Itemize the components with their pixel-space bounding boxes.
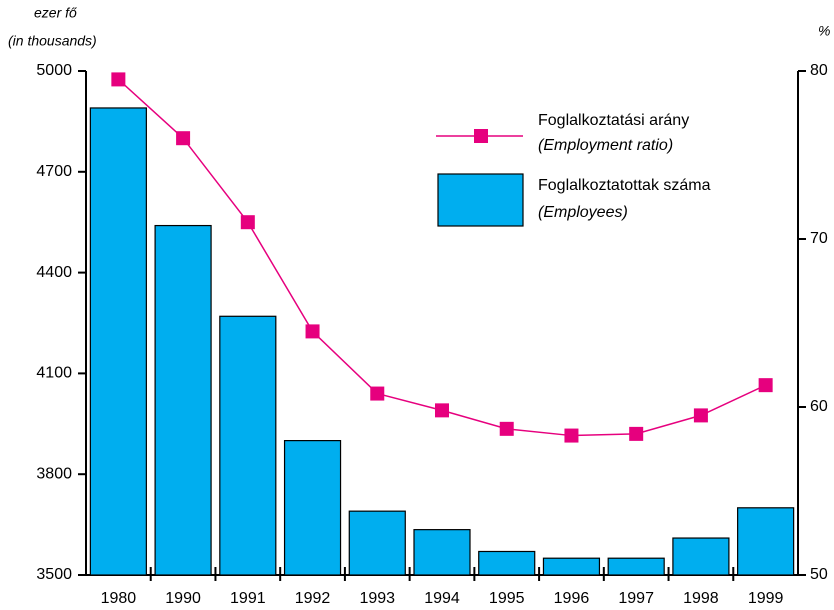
- x-tick-label: 1992: [295, 590, 331, 607]
- marker: [629, 426, 644, 441]
- bar: [672, 537, 730, 576]
- bar: [219, 315, 277, 576]
- marker: [693, 408, 708, 423]
- bar: [89, 107, 147, 576]
- marker: [370, 386, 385, 401]
- y-tick-label: 5000: [36, 62, 72, 79]
- marker: [564, 428, 579, 443]
- bar: [542, 557, 601, 576]
- x-tick-label: 1990: [165, 590, 201, 607]
- y2-axis-label: %: [818, 23, 830, 39]
- y-tick-label: 3800: [36, 465, 72, 482]
- legend-label: Foglalkoztatottak száma: [538, 177, 711, 194]
- legend-label-en: (Employees): [538, 204, 628, 221]
- bar: [478, 550, 536, 576]
- marker: [435, 403, 449, 418]
- x-tick-label: 1999: [748, 590, 784, 607]
- y-tick-label: 4100: [36, 365, 72, 382]
- y-axis-label: ezer fő: [34, 5, 77, 21]
- bar: [348, 510, 406, 576]
- legend-swatch: [437, 173, 524, 227]
- x-tick-label: 1997: [618, 590, 654, 607]
- x-tick-label: 1980: [101, 590, 137, 607]
- legend-label: Foglalkoztatási arány: [538, 112, 689, 129]
- marker: [758, 378, 773, 393]
- marker: [240, 215, 255, 230]
- y2-tick-label: 80: [810, 62, 828, 79]
- marker: [111, 72, 126, 87]
- y-tick-label: 4400: [36, 264, 72, 281]
- y2-tick-label: 50: [810, 566, 828, 583]
- y-tick-label: 4700: [36, 163, 72, 180]
- bar: [283, 440, 342, 576]
- bar: [737, 507, 795, 576]
- x-tick-label: 1994: [424, 590, 460, 607]
- x-tick-label: 1996: [554, 590, 590, 607]
- y2-tick-label: 70: [810, 230, 828, 247]
- y2-tick-label: 60: [810, 398, 828, 415]
- marker: [499, 421, 514, 436]
- bar: [413, 529, 471, 576]
- x-tick-label: 1991: [230, 590, 266, 607]
- bar: [607, 557, 665, 576]
- bar: [154, 224, 212, 576]
- y-tick-label: 3500: [36, 566, 72, 583]
- y-axis-label-en: (in thousands): [8, 33, 97, 49]
- line: [117, 78, 766, 437]
- marker: [305, 324, 320, 339]
- x-tick-label: 1998: [683, 590, 719, 607]
- x-tick-label: 1995: [489, 590, 525, 607]
- x-tick-label: 1993: [359, 590, 395, 607]
- legend-label-en: (Employment ratio): [538, 137, 673, 154]
- marker: [176, 131, 191, 146]
- legend-marker: [474, 129, 488, 143]
